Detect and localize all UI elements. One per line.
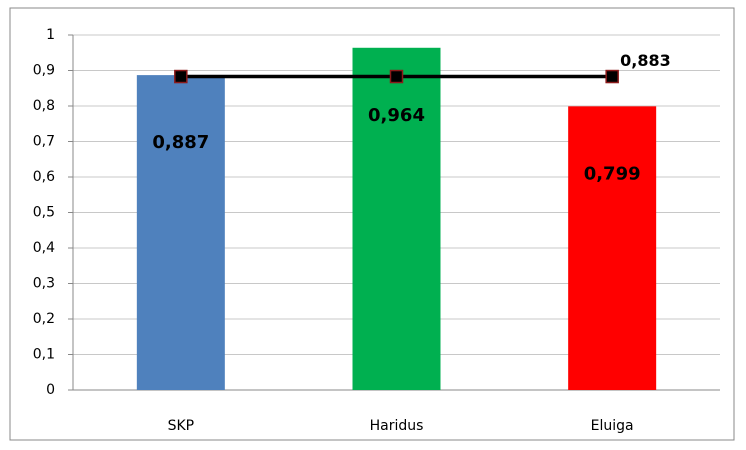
y-tick-label: 0,2 [33,311,55,327]
x-tick-label: Eluiga [591,418,634,434]
y-tick-label: 1 [46,27,55,43]
y-tick-label: 0,9 [33,63,55,79]
line-marker [389,69,404,84]
line-marker [605,69,619,84]
bar-value-label: 0,799 [584,163,641,184]
y-tick-label: 0,6 [33,169,55,185]
y-tick-label: 0 [46,382,55,398]
line-marker [174,69,188,84]
y-tick-label: 0,8 [33,98,55,114]
y-tick-label: 0,1 [33,347,55,363]
bar [136,75,225,391]
x-tick-label: Haridus [370,418,424,434]
y-tick-label: 0,3 [33,276,55,292]
x-tick-label: SKP [168,418,195,434]
bar-value-label: 0,887 [152,132,209,153]
y-tick-label: 0,4 [33,240,55,256]
bar [352,47,441,390]
line-value-label: 0,883 [620,51,671,70]
bar-value-label: 0,964 [368,105,425,126]
y-tick-label: 0,5 [33,205,55,221]
bar [568,106,657,390]
y-tick-label: 0,7 [33,134,55,150]
